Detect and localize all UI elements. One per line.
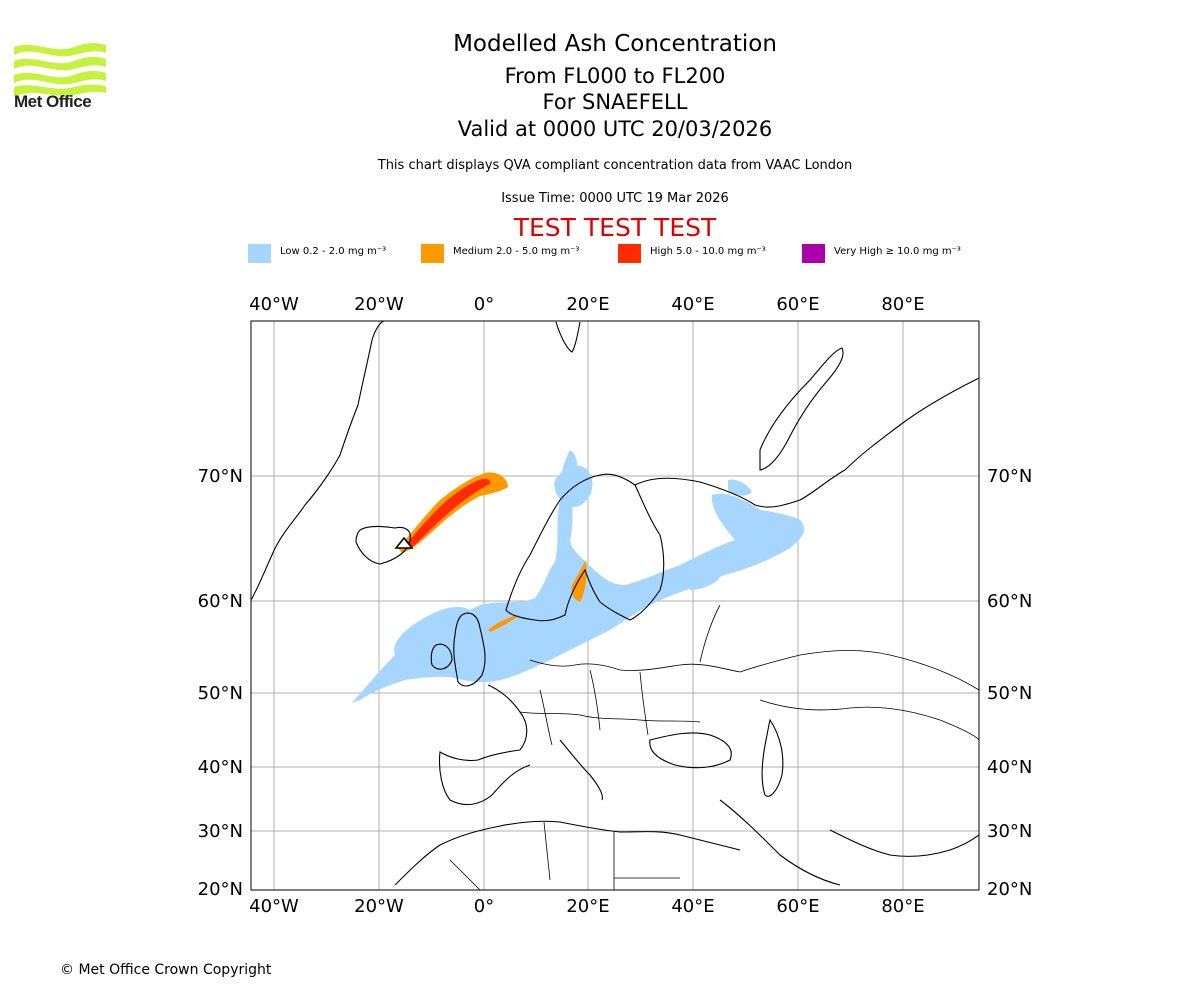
legend-swatch-low [248,244,271,263]
legend-label-medium: Medium 2.0 - 5.0 mg m⁻³ [453,246,580,257]
lon-label: 20°W [354,896,404,917]
lon-label: 40°W [249,294,299,315]
lat-label: 20°N [198,879,243,900]
legend-label-high: High 5.0 - 10.0 mg m⁻³ [650,246,766,257]
lon-label: 40°W [249,896,299,917]
lon-label: 40°E [671,294,714,315]
test-banner: TEST TEST TEST [513,213,717,242]
issue-time: Issue Time: 0000 UTC 19 Mar 2026 [501,191,729,206]
map-frame [250,320,980,891]
lat-label: 70°N [987,466,1032,487]
ash-high-region [404,478,491,549]
lat-label: 30°N [987,821,1032,842]
lon-label: 20°E [566,294,609,315]
lat-label: 40°N [198,757,243,778]
legend-label-very-high: Very High ≥ 10.0 mg m⁻³ [834,246,961,257]
lon-label: 60°E [776,896,819,917]
lon-label: 20°W [354,294,404,315]
copyright-notice: © Met Office Crown Copyright [60,962,272,978]
lon-label: 80°E [881,294,924,315]
lat-label: 60°N [987,591,1032,612]
legend-label-low: Low 0.2 - 2.0 mg m⁻³ [280,246,387,257]
lat-label: 70°N [198,466,243,487]
country-borders [449,604,979,890]
lon-label: 80°E [881,896,924,917]
chart-description: This chart displays QVA compliant concen… [377,158,853,173]
lat-label: 60°N [198,591,243,612]
lon-label: 20°E [566,896,609,917]
lon-label: 0° [474,896,494,917]
legend-swatch-very-high [802,244,825,263]
lat-label: 30°N [198,821,243,842]
lat-label: 50°N [987,683,1032,704]
lat-labels-right: 70°N 60°N 50°N 40°N 30°N 20°N [987,466,1032,900]
lon-label: 0° [474,294,494,315]
lon-labels-top: 40°W 20°W 0° 20°E 40°E 60°E 80°E [249,294,924,315]
coastlines [251,321,979,886]
valid-time: Valid at 0000 UTC 20/03/2026 [457,117,773,141]
lon-label: 60°E [776,294,819,315]
lat-label: 20°N [987,879,1032,900]
flight-level-range: From FL000 to FL200 [504,64,726,88]
lat-label: 50°N [198,683,243,704]
chart-title: Modelled Ash Concentration [453,31,777,57]
lon-label: 40°E [671,896,714,917]
lon-labels-bottom: 40°W 20°W 0° 20°E 40°E 60°E 80°E [249,896,924,917]
legend-swatch-medium [421,244,444,263]
volcano-marker-icon [394,536,414,549]
lat-labels-left: 70°N 60°N 50°N 40°N 30°N 20°N [198,466,243,900]
logo-text: Met Office [14,92,92,111]
met-office-logo-icon [14,43,106,97]
legend-swatch-high [618,244,641,263]
volcano-name: For SNAEFELL [542,90,688,114]
gridlines [251,321,979,890]
lat-label: 40°N [987,757,1032,778]
